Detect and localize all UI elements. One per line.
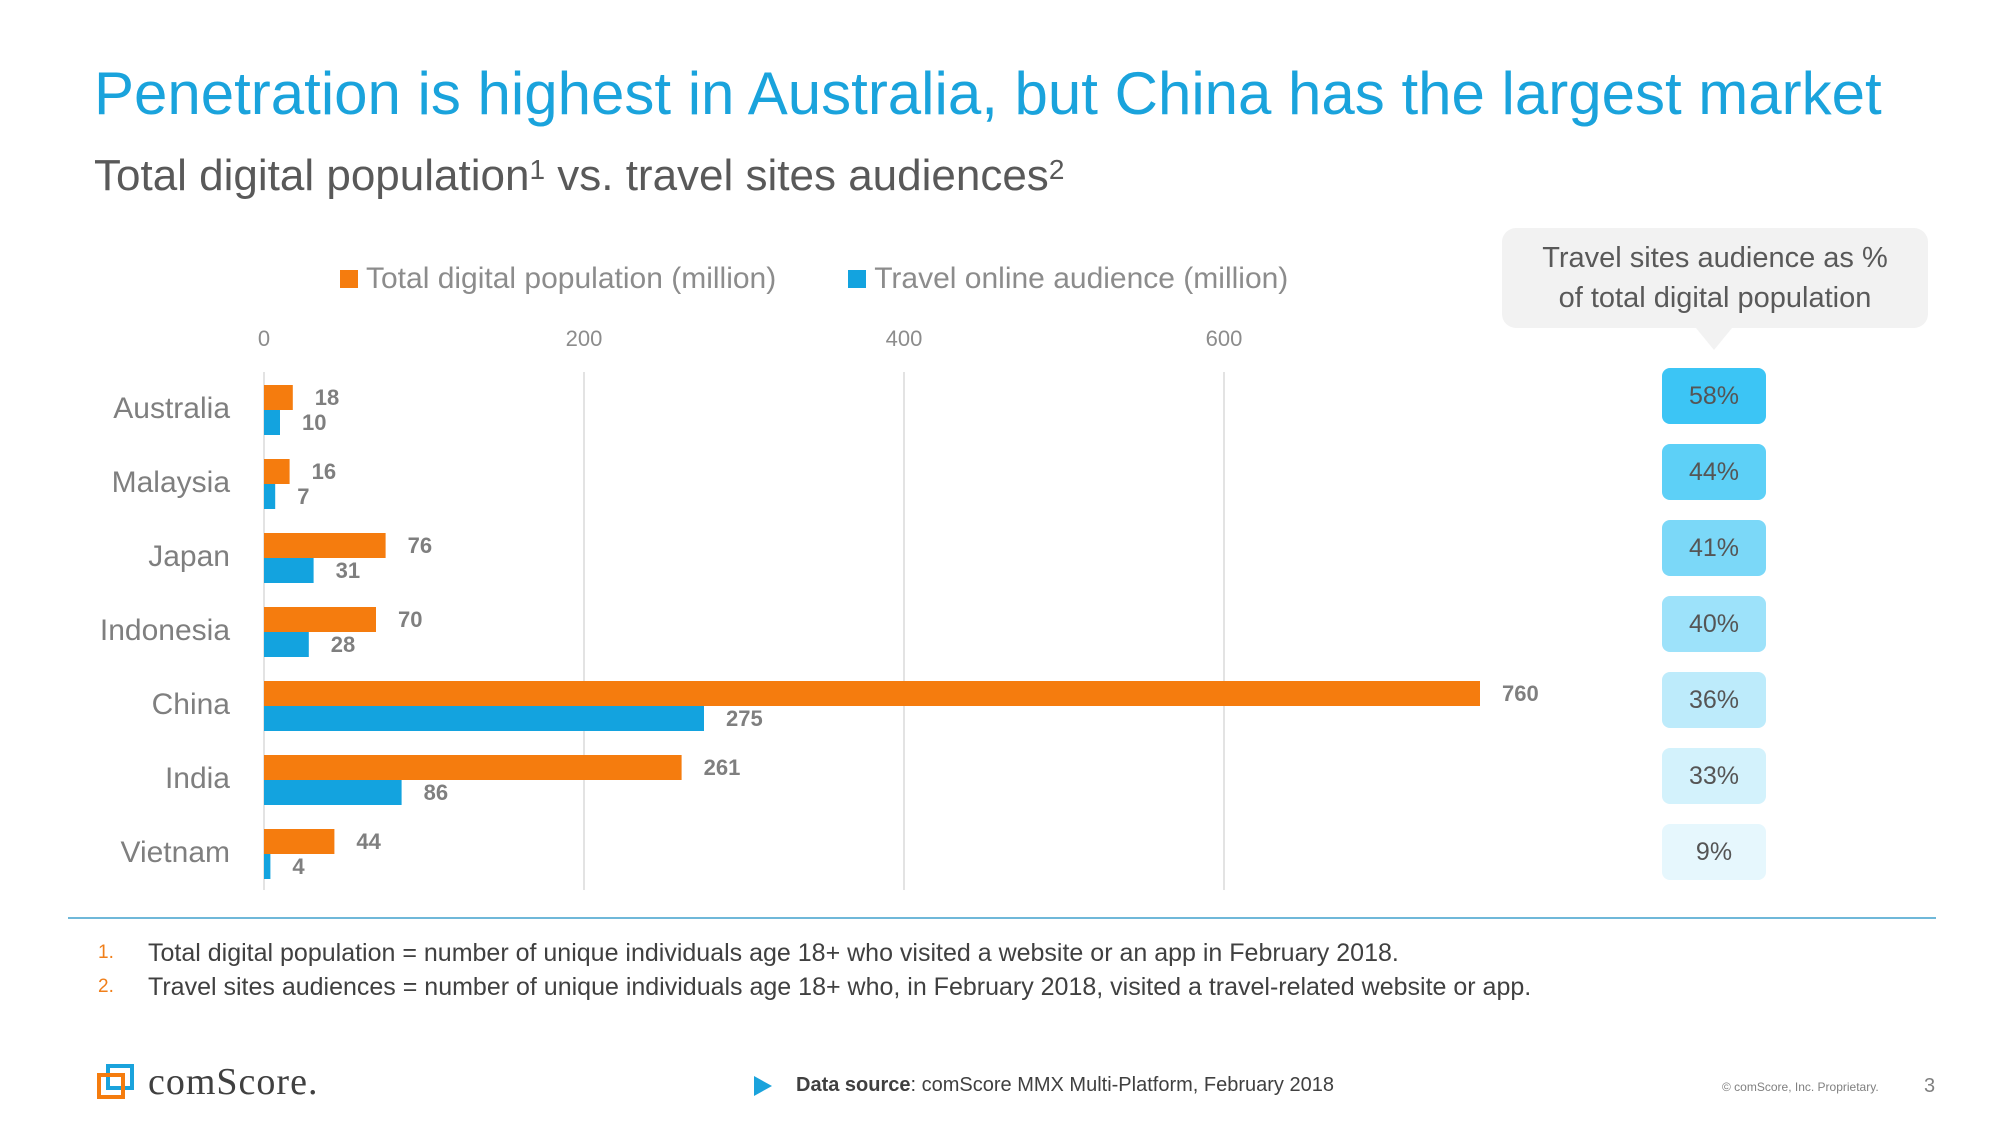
data-label: 16 — [312, 459, 336, 484]
callout-pointer — [1696, 328, 1732, 350]
data-label: 18 — [315, 385, 339, 410]
callout-line-2: of total digital population — [1558, 282, 1872, 314]
x-tick-label: 0 — [258, 326, 270, 351]
comscore-logo: comScore. — [96, 1060, 318, 1104]
data-label: 31 — [336, 558, 360, 583]
penetration-badge: 9% — [1662, 824, 1766, 880]
copyright: © comScore, Inc. Proprietary. — [1722, 1080, 1879, 1094]
penetration-badge: 40% — [1662, 596, 1766, 652]
callout-line-1: Travel sites audience as % — [1542, 242, 1888, 274]
data-label: 10 — [302, 410, 326, 435]
bar-total — [264, 681, 1480, 706]
legend-swatch-travel — [848, 270, 867, 288]
footnote-number: 1. — [98, 942, 114, 963]
bar-travel — [264, 410, 280, 435]
legend-item-travel: Travel online audience (million) — [848, 262, 1288, 296]
footnote-divider — [68, 917, 1936, 919]
subtitle-footnote-2: 2 — [1048, 154, 1065, 185]
x-tick-label: 600 — [1206, 326, 1243, 351]
category-label: Japan — [148, 540, 230, 573]
source-text: : comScore MMX Multi-Platform, February … — [910, 1074, 1334, 1096]
logo-icon — [97, 1064, 134, 1099]
category-label: India — [165, 762, 230, 795]
penetration-badge: 41% — [1662, 520, 1766, 576]
data-label: 261 — [704, 755, 741, 780]
x-tick-label: 400 — [886, 326, 923, 351]
penetration-badge: 33% — [1662, 748, 1766, 804]
footnote-2: 2. Travel sites audiences = number of un… — [98, 970, 1531, 1004]
bar-total — [264, 533, 386, 558]
category-label: Australia — [113, 392, 230, 425]
bar-travel — [264, 854, 271, 879]
page-number: 3 — [1924, 1075, 1936, 1097]
footnotes: 1. Total digital population = number of … — [98, 936, 1531, 1004]
chart-legend: Total digital population (million) Trave… — [340, 262, 1360, 296]
data-label: 76 — [408, 533, 432, 558]
source-label: Data source — [796, 1074, 911, 1096]
bar-total — [264, 385, 293, 410]
penetration-badge: 58% — [1662, 368, 1766, 424]
data-label: 70 — [398, 607, 422, 632]
penetration-badge: 44% — [1662, 444, 1766, 500]
category-label: Vietnam — [120, 836, 230, 869]
subtitle-text-1: Total digital population — [94, 151, 530, 200]
legend-item-total: Total digital population (million) — [340, 262, 776, 296]
bar-total — [264, 829, 335, 854]
footnote-text: Travel sites audiences = number of uniqu… — [148, 973, 1532, 1001]
data-source: Data source: comScore MMX Multi-Platform… — [754, 1074, 1334, 1097]
data-label: 275 — [726, 706, 763, 731]
legend-swatch-total — [340, 270, 358, 288]
logo-wordmark: comScore. — [148, 1061, 319, 1103]
bar-travel — [264, 632, 309, 657]
bar-total — [264, 755, 682, 780]
x-tick-label: 200 — [566, 326, 603, 351]
footnote-text: Total digital population = number of uni… — [148, 939, 1399, 967]
bar-total — [264, 607, 376, 632]
legend-label-total: Total digital population (million) — [366, 262, 777, 295]
subtitle-footnote-1: 1 — [529, 154, 546, 185]
footnote-number: 2. — [98, 976, 114, 997]
category-label: Malaysia — [112, 466, 231, 499]
penetration-callout: Travel sites audience as % of total digi… — [1502, 228, 1928, 328]
footnote-1: 1. Total digital population = number of … — [98, 936, 1531, 970]
bar-travel — [264, 558, 314, 583]
penetration-badge: 36% — [1662, 672, 1766, 728]
category-label: China — [152, 688, 231, 721]
bar-travel — [264, 484, 276, 509]
legend-label-travel: Travel online audience (million) — [874, 262, 1289, 295]
bar-travel — [264, 706, 704, 731]
bar-total — [264, 459, 290, 484]
page-subtitle: Total digital population1 vs. travel sit… — [94, 148, 1064, 204]
data-label: 86 — [424, 780, 448, 805]
bar-travel — [264, 780, 402, 805]
data-label: 7 — [297, 484, 309, 509]
data-label: 760 — [1502, 681, 1539, 706]
page-title: Penetration is highest in Australia, but… — [94, 60, 1882, 127]
play-icon — [754, 1075, 772, 1096]
data-label: 44 — [356, 829, 381, 854]
subtitle-text-2: vs. travel sites audiences — [545, 151, 1049, 200]
data-label: 28 — [331, 632, 355, 657]
category-label: Indonesia — [100, 614, 230, 647]
data-label: 4 — [292, 854, 305, 879]
